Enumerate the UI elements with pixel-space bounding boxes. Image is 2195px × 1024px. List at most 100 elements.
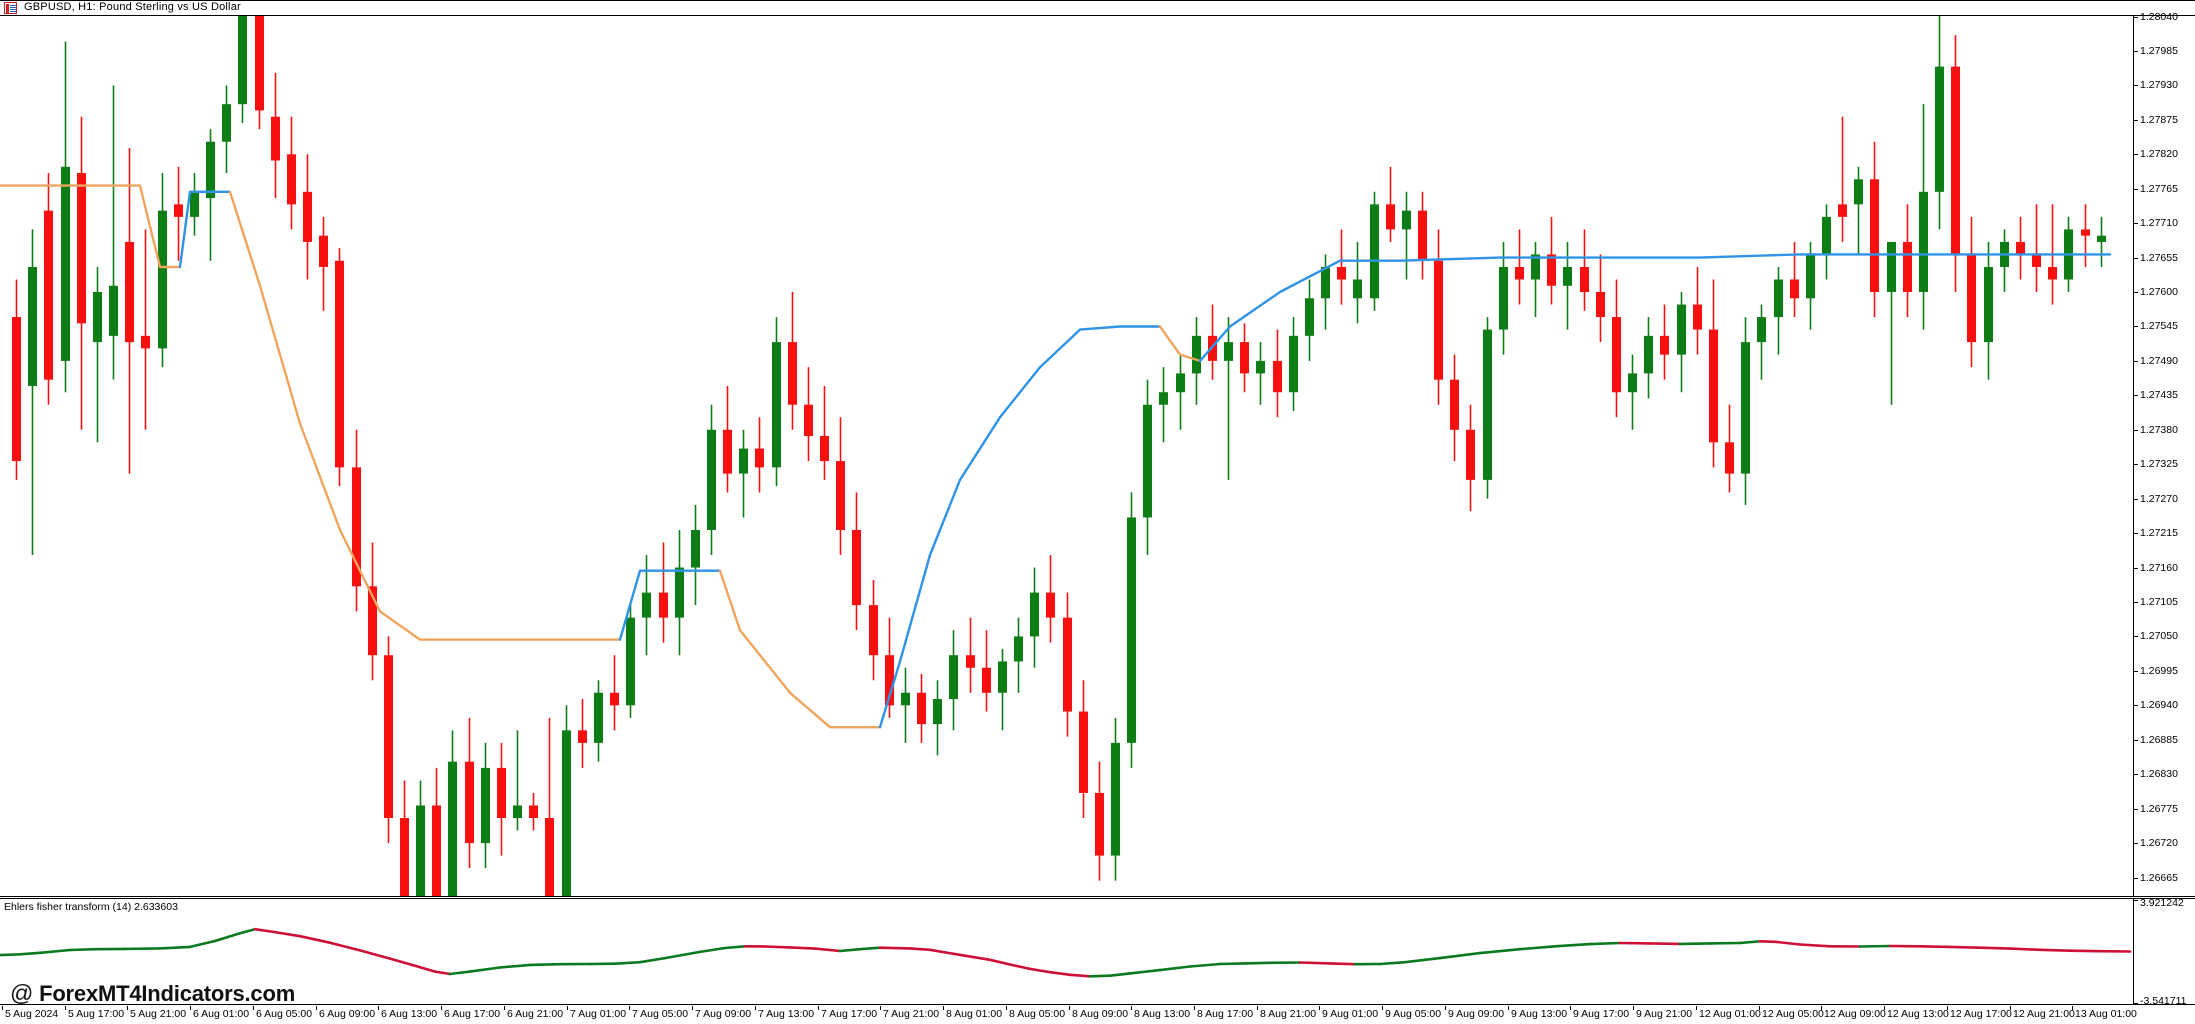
time-tick-label: 7 Aug 17:00 [821,1008,878,1020]
time-tick [1382,1006,1383,1010]
time-tick [1445,1006,1446,1010]
candle [916,673,927,743]
candle-body [189,191,200,217]
price-tick [2133,809,2138,810]
candle-body [1934,66,1945,192]
candle-body [334,260,345,468]
candle [447,730,458,897]
price-tick [2133,85,2138,86]
candle-body [1482,329,1493,480]
candle-body [1692,304,1703,330]
candle-body [1756,317,1767,343]
time-tick-label: 9 Aug 09:00 [1448,1008,1505,1020]
candle-body [981,667,992,693]
candle-body [1401,210,1412,230]
candle [1078,680,1089,819]
candle [1094,761,1105,881]
time-tick [65,1006,66,1010]
price-tick-label: 1.27545 [2140,320,2178,332]
time-tick [190,1006,191,1010]
price-tick [2133,740,2138,741]
candle [981,630,992,712]
watermark-text: ForexMT4Indicators.com [39,981,296,1006]
candle [1352,241,1363,324]
price-tick-label: 1.28040 [2140,11,2178,23]
price-tick-label: 1.27435 [2140,389,2178,401]
indicator-panel[interactable]: Ehlers fisher transform (14) 2.633603 [0,899,2133,1005]
indicator-scale-axis[interactable]: 3.921242 -3.541711 [2133,897,2195,1007]
candle [1579,229,1590,311]
candle [609,655,620,731]
fisher-segment-up [838,947,862,953]
candle-body [948,655,959,700]
fisher-segment-up [1588,941,1622,946]
trend-line-down [1158,325,1202,363]
divider-top [0,0,2195,1]
fisher-segment-up [38,948,72,955]
time-tick [1947,1006,1948,1010]
price-tick [2133,258,2138,259]
candle [480,742,491,869]
price-tick [2133,671,2138,672]
price-tick-label: 1.26720 [2140,837,2178,849]
candle-body [27,266,38,386]
fisher-segment-down [1948,945,1982,950]
fisher-segment-up [123,947,162,951]
candle-body [1223,342,1234,361]
price-tick-label: 1.26940 [2140,699,2178,711]
candle [1401,191,1412,280]
candle-body [512,805,523,819]
candle-body [1304,298,1315,336]
candle-body [1853,179,1864,205]
time-tick-label: 6 Aug 01:00 [193,1008,250,1020]
fisher-transform-plot [0,927,2132,978]
time-tick [441,1006,442,1010]
candle-body [318,235,329,267]
price-tick [2133,120,2138,121]
candle-body [609,692,620,706]
indicator-tick-bottom [2133,1003,2138,1004]
candle [1595,254,1606,343]
time-tick [2072,1006,2073,1010]
price-tick [2133,774,2138,775]
candle-body [1950,66,1961,255]
trend-line-down [0,184,182,269]
time-tick [2010,1006,2011,1010]
time-tick [880,1006,881,1010]
fisher-segment-down [433,970,452,976]
fisher-segment-down [1028,967,1052,974]
fisher-segment-up [158,945,192,950]
candle [1821,204,1832,280]
chart-header: GBPUSD, H1: Pound Sterling vs US Dollar [0,0,2195,16]
time-tick [818,1006,819,1010]
fisher-segment-up [1738,939,1762,945]
divider-panel-1 [0,896,2195,897]
candle [270,72,281,199]
candle-body [2080,229,2091,236]
time-axis[interactable]: 5 Aug 2024 5 Aug 17:00 5 Aug 21:00 6 Aug 01… [0,1006,2195,1024]
candle-body [60,166,71,361]
time-tick-label: 7 Aug 13:00 [758,1008,815,1020]
candle [771,317,782,487]
price-tick-label: 1.27380 [2140,424,2178,436]
candle-body [884,655,895,706]
price-tick [2133,395,2138,396]
candle [1304,279,1315,361]
candle [367,542,378,681]
price-chart-panel[interactable] [0,16,2133,897]
fisher-segment-up [663,950,702,960]
time-tick [378,1006,379,1010]
candle [1385,166,1396,242]
candle [464,717,475,869]
trend-line-up [1198,253,2112,363]
candle-body [1094,792,1105,856]
candle [1902,204,1913,318]
candle [11,279,22,480]
price-tick-label: 1.27105 [2140,596,2178,608]
price-scale-axis[interactable]: 1.28040 1.27985 1.27930 1.27875 1.27820 1.277… [2133,11,2195,897]
fisher-segment-up [613,960,642,965]
price-tick [2133,705,2138,706]
time-tick [1257,1006,1258,1010]
time-tick [127,1006,128,1010]
candle [92,266,103,443]
